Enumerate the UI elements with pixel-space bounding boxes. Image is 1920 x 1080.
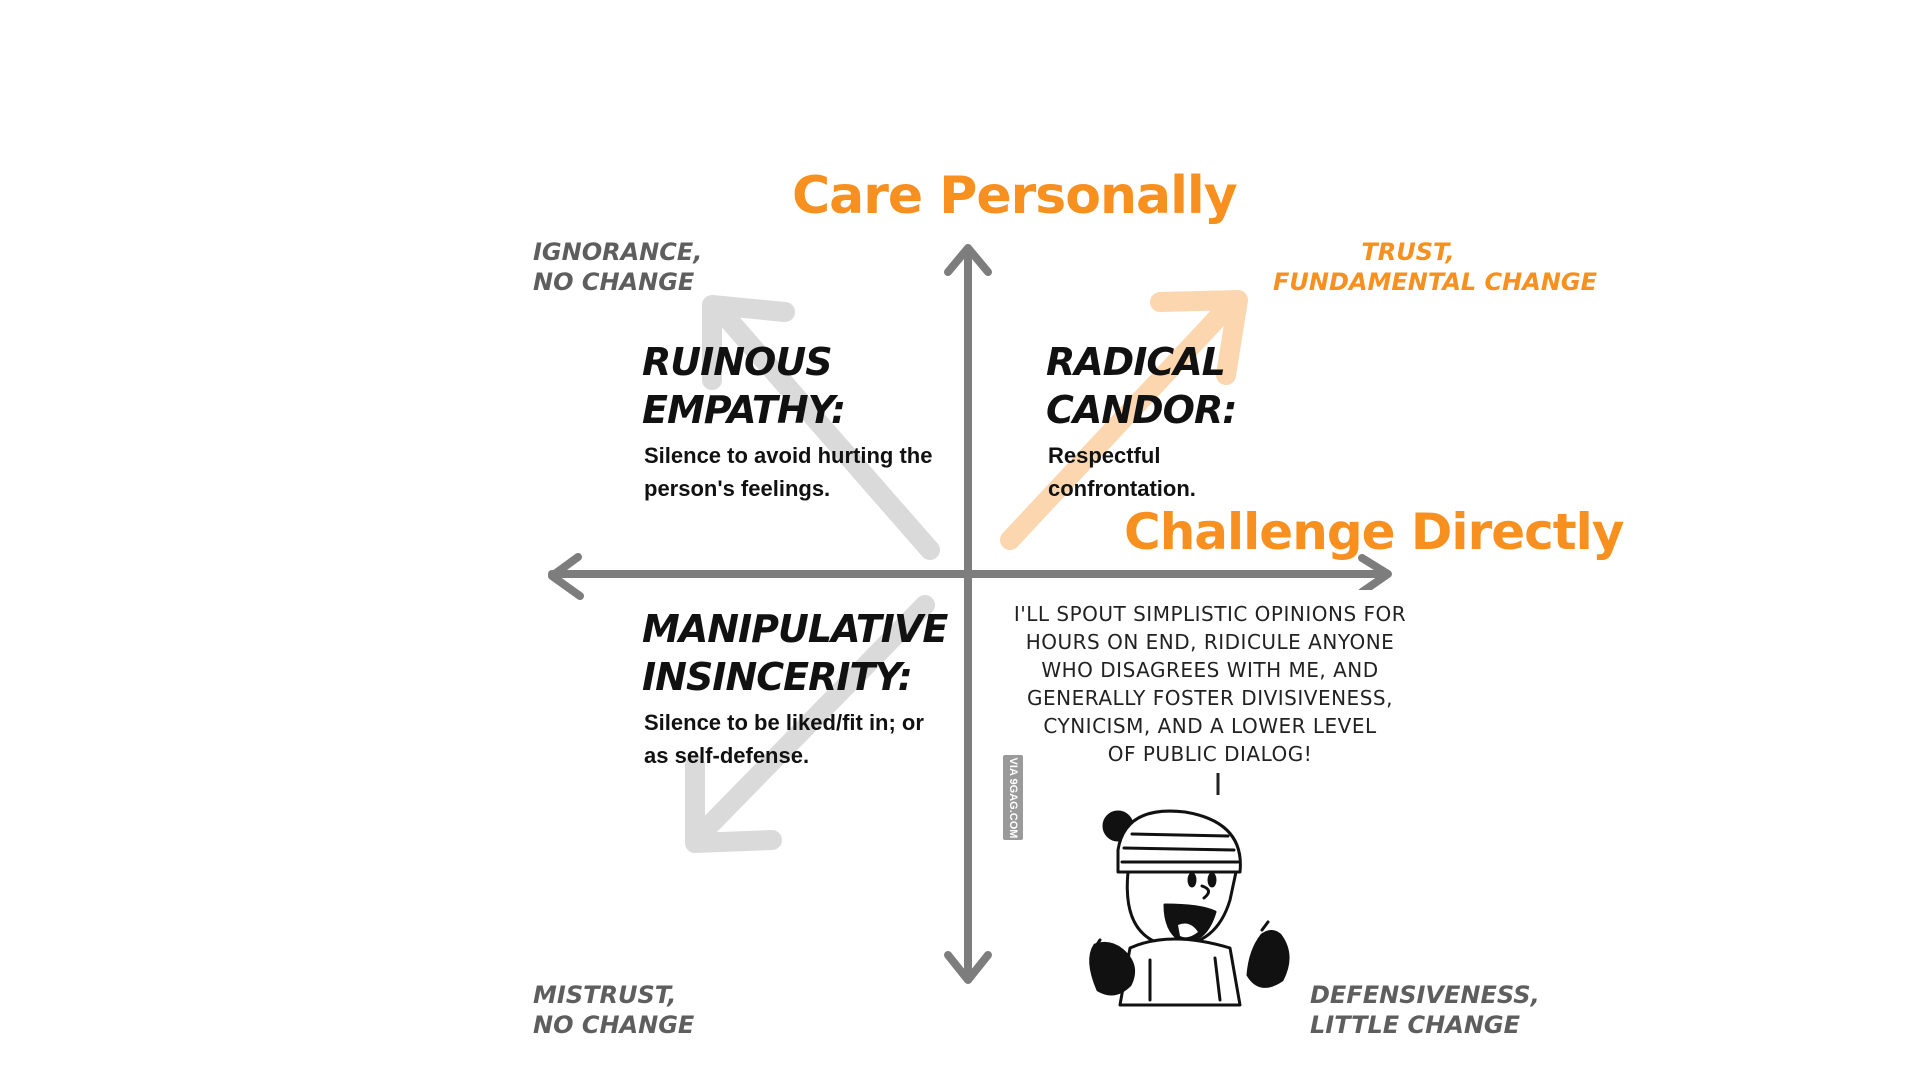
speech-line: GENERALLY FOSTER DIVISIVENESS, xyxy=(1027,686,1393,710)
axis-title-care-personally: Care Personally xyxy=(792,166,1238,226)
corner-label-bottom-left: MISTRUST, NO CHANGE xyxy=(533,980,695,1040)
corner-line: NO CHANGE xyxy=(533,1011,695,1039)
quadrant-description-ruinous-empathy: Silence to avoid hurting the person's fe… xyxy=(644,443,933,501)
corner-line: IGNORANCE, xyxy=(533,238,703,266)
speech-line: HOURS ON END, RIDICULE ANYONE xyxy=(1025,630,1395,654)
corner-line: NO CHANGE xyxy=(533,268,695,296)
cartoon-character-illustration xyxy=(1089,809,1290,1007)
corner-label-bottom-right: DEFENSIVENESS, LITTLE CHANGE xyxy=(1310,980,1540,1040)
speech-line: OF PUBLIC DIALOG! xyxy=(1107,742,1313,766)
comic-panel xyxy=(994,590,1426,1005)
quadrant-title-manipulative-insincerity: MANIPULATIVE INSINCERITY: xyxy=(642,605,948,701)
quadrant-description-manipulative-insincerity: Silence to be liked/fit in; or as self-d… xyxy=(644,710,924,768)
watermark-badge: VIA 9GAG.COM xyxy=(1003,755,1023,840)
corner-line: FUNDAMENTAL CHANGE xyxy=(1273,268,1598,296)
watermark-text: VIA 9GAG.COM xyxy=(1007,757,1019,838)
horizontal-axis xyxy=(548,553,1392,600)
arrow-to-trust xyxy=(1000,290,1248,550)
axis-title-challenge-directly: Challenge Directly xyxy=(1124,503,1624,561)
quadrant-title-line: EMPATHY: xyxy=(642,388,846,432)
corner-line: DEFENSIVENESS, xyxy=(1310,981,1540,1009)
corner-line: TRUST, xyxy=(1361,238,1455,266)
corner-label-top-right: TRUST, FUNDAMENTAL CHANGE xyxy=(1273,237,1598,297)
quadrant-title-ruinous-empathy: RUINOUS EMPATHY: xyxy=(642,338,846,434)
speech-line: I'LL SPOUT SIMPLISTIC OPINIONS FOR xyxy=(1013,602,1407,626)
speech-line: CYNICISM, AND A LOWER LEVEL xyxy=(1043,714,1377,738)
corner-label-top-left: IGNORANCE, NO CHANGE xyxy=(533,237,702,297)
quadrant-title-line: RUINOUS xyxy=(642,340,833,384)
quadrant-title-line: RADICAL xyxy=(1046,340,1226,384)
quadrant-title-line: INSINCERITY: xyxy=(642,655,913,699)
speech-line: WHO DISAGREES WITH ME, AND xyxy=(1041,658,1379,682)
quadrant-title-line: MANIPULATIVE xyxy=(642,607,948,651)
quadrant-title-line: CANDOR: xyxy=(1046,388,1237,432)
arrow-to-ignorance xyxy=(702,295,940,560)
vertical-axis xyxy=(944,244,992,984)
corner-line: LITTLE CHANGE xyxy=(1310,1011,1521,1039)
comic-speech-bubble: I'LL SPOUT SIMPLISTIC OPINIONS FOR HOURS… xyxy=(1000,600,1420,768)
quadrant-description-radical-candor: Respectful confrontation. xyxy=(1048,443,1196,501)
arrow-to-mistrust xyxy=(685,595,935,853)
corner-line: MISTRUST, xyxy=(533,981,677,1009)
quadrant-title-radical-candor: RADICAL CANDOR: xyxy=(1046,338,1237,434)
